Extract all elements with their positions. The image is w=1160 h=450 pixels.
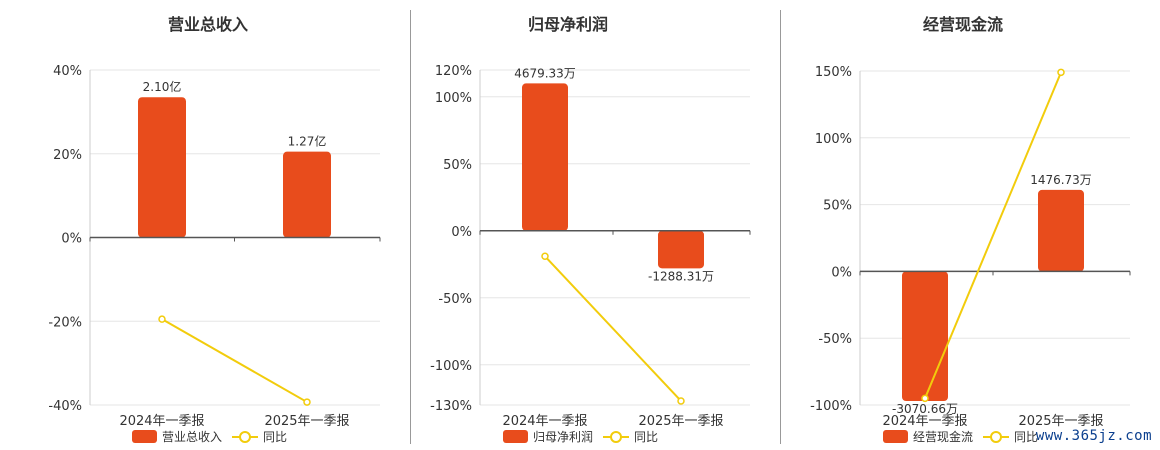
yoy-point — [303, 398, 311, 406]
y-tick-label: 120% — [435, 64, 472, 79]
legend-bar-label: 营业总收入 — [162, 430, 222, 444]
y-tick-label: 0% — [61, 232, 82, 247]
legend-bar-label: 经营现金流 — [913, 429, 973, 444]
panel-divider-2 — [780, 10, 781, 444]
yoy-point — [1057, 68, 1065, 77]
y-tick-label: -100% — [430, 359, 472, 374]
yoy-line — [544, 255, 682, 402]
bar-data-label: 2.10亿 — [143, 79, 182, 94]
y-tick-label: 100% — [815, 132, 852, 147]
yoy-line — [161, 318, 308, 403]
chart-title-0: 营业总收入 — [168, 15, 248, 34]
yoy-point — [541, 252, 549, 261]
chart-title-1: 归母净利润 — [528, 15, 608, 34]
x-tick-label: 2025年一季报 — [264, 414, 349, 429]
legend-bar-swatch — [503, 430, 528, 443]
bar-1 — [283, 151, 331, 238]
legend-line-marker — [610, 431, 622, 443]
yoy-line — [924, 71, 1062, 399]
legend-line-label: 同比 — [263, 430, 287, 444]
x-tick-label: 2025年一季报 — [1018, 414, 1103, 429]
legend-bar-label: 归母净利润 — [533, 430, 593, 444]
y-tick-label: -50% — [438, 292, 472, 307]
y-tick-label: 40% — [53, 64, 82, 79]
y-tick-label: 150% — [815, 65, 852, 80]
yoy-point — [677, 397, 685, 405]
y-tick-label: 0% — [451, 225, 472, 240]
legend-bar-swatch — [883, 430, 908, 443]
y-tick-label: 50% — [443, 158, 472, 173]
x-tick-label: 2024年一季报 — [502, 414, 587, 429]
panel-divider-1 — [410, 10, 411, 444]
legend-line-label: 同比 — [1014, 430, 1038, 444]
y-tick-label: 20% — [53, 148, 82, 163]
y-tick-label: -100% — [810, 399, 852, 414]
bar-data-label: 1.27亿 — [288, 134, 327, 149]
bar-data-label: -1288.31万 — [648, 269, 714, 283]
watermark: www.365jz.com — [1035, 428, 1152, 444]
bar-0 — [902, 271, 948, 401]
x-tick-label: 2024年一季报 — [882, 414, 967, 429]
x-tick-label: 2024年一季报 — [119, 414, 204, 429]
y-tick-label: -50% — [818, 332, 852, 347]
bar-0 — [138, 97, 186, 238]
bar-data-label: 4679.33万 — [514, 66, 576, 80]
legend-line-marker — [239, 431, 251, 443]
chart-title-2: 经营现金流 — [923, 15, 1003, 34]
y-tick-label: -20% — [48, 315, 82, 330]
legend-line-marker — [990, 431, 1002, 443]
y-tick-label: -130% — [430, 399, 472, 414]
y-tick-label: 0% — [831, 265, 852, 280]
y-tick-label: 50% — [823, 199, 852, 214]
y-tick-label: -40% — [48, 399, 82, 414]
yoy-point — [921, 394, 929, 403]
y-tick-label: 100% — [435, 91, 472, 106]
bar-1 — [1038, 189, 1084, 272]
legend-bar-swatch — [132, 430, 157, 443]
bar-data-label: -3070.66万 — [892, 402, 958, 416]
x-tick-label: 2025年一季报 — [638, 414, 723, 429]
bar-data-label: 1476.73万 — [1030, 173, 1092, 187]
legend-line-label: 同比 — [634, 430, 658, 444]
bar-1 — [658, 230, 704, 269]
yoy-point — [158, 315, 166, 323]
bar-0 — [522, 83, 568, 231]
